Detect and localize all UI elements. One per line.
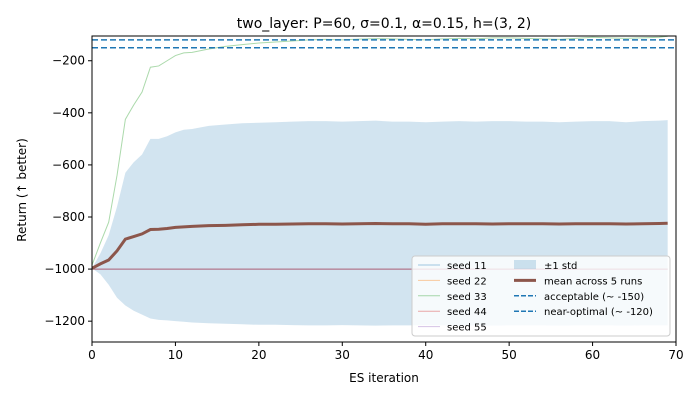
y-tick-label: −400 bbox=[52, 106, 85, 120]
legend-entry: seed 11 bbox=[447, 261, 487, 272]
x-axis-label: ES iteration bbox=[349, 371, 419, 385]
chart-title: two_layer: P=60, σ=0.1, α=0.15, h=(3, 2) bbox=[237, 16, 531, 32]
legend-entry: ±1 std bbox=[544, 261, 577, 272]
legend-entry: near-optimal (~ -120) bbox=[544, 307, 653, 318]
axes-frame bbox=[91, 35, 677, 343]
legend-entry: mean across 5 runs bbox=[544, 276, 642, 287]
legend-entry: seed 55 bbox=[447, 323, 487, 334]
axes: 0 10 20 30 40 50 60 70 −1200 −1000 −800 −600 −400 −20… bbox=[44, 35, 684, 362]
y-tick-label: −1200 bbox=[44, 314, 85, 328]
x-tick-label: 50 bbox=[502, 348, 517, 362]
legend-entry: seed 33 bbox=[447, 292, 487, 303]
y-tick-label: −200 bbox=[52, 54, 85, 68]
x-tick-label: 10 bbox=[168, 348, 183, 362]
x-tick-label: 20 bbox=[251, 348, 266, 362]
legend-entry: acceptable (~ -150) bbox=[544, 292, 644, 303]
y-axis-label: Return (↑ better) bbox=[15, 138, 29, 242]
x-tick-label: 60 bbox=[585, 348, 600, 362]
y-tick-label: −1000 bbox=[44, 262, 85, 276]
x-tick-label: 70 bbox=[668, 348, 683, 362]
y-tick-label: −600 bbox=[52, 158, 85, 172]
series-line-mean-across-5-runs bbox=[92, 221, 668, 270]
legend-box bbox=[411, 255, 671, 337]
x-tick-label: 0 bbox=[88, 348, 96, 362]
x-tick-label: 30 bbox=[335, 348, 350, 362]
legend: seed 11 seed 22 seed 33 seed 44 seed 55 ±1 st… bbox=[411, 255, 671, 337]
legend-entry: seed 44 bbox=[447, 307, 487, 318]
legend-entry: seed 22 bbox=[447, 276, 487, 287]
legend-swatch bbox=[514, 260, 536, 269]
x-tick-label: 40 bbox=[418, 348, 433, 362]
y-tick-label: −800 bbox=[52, 210, 85, 224]
